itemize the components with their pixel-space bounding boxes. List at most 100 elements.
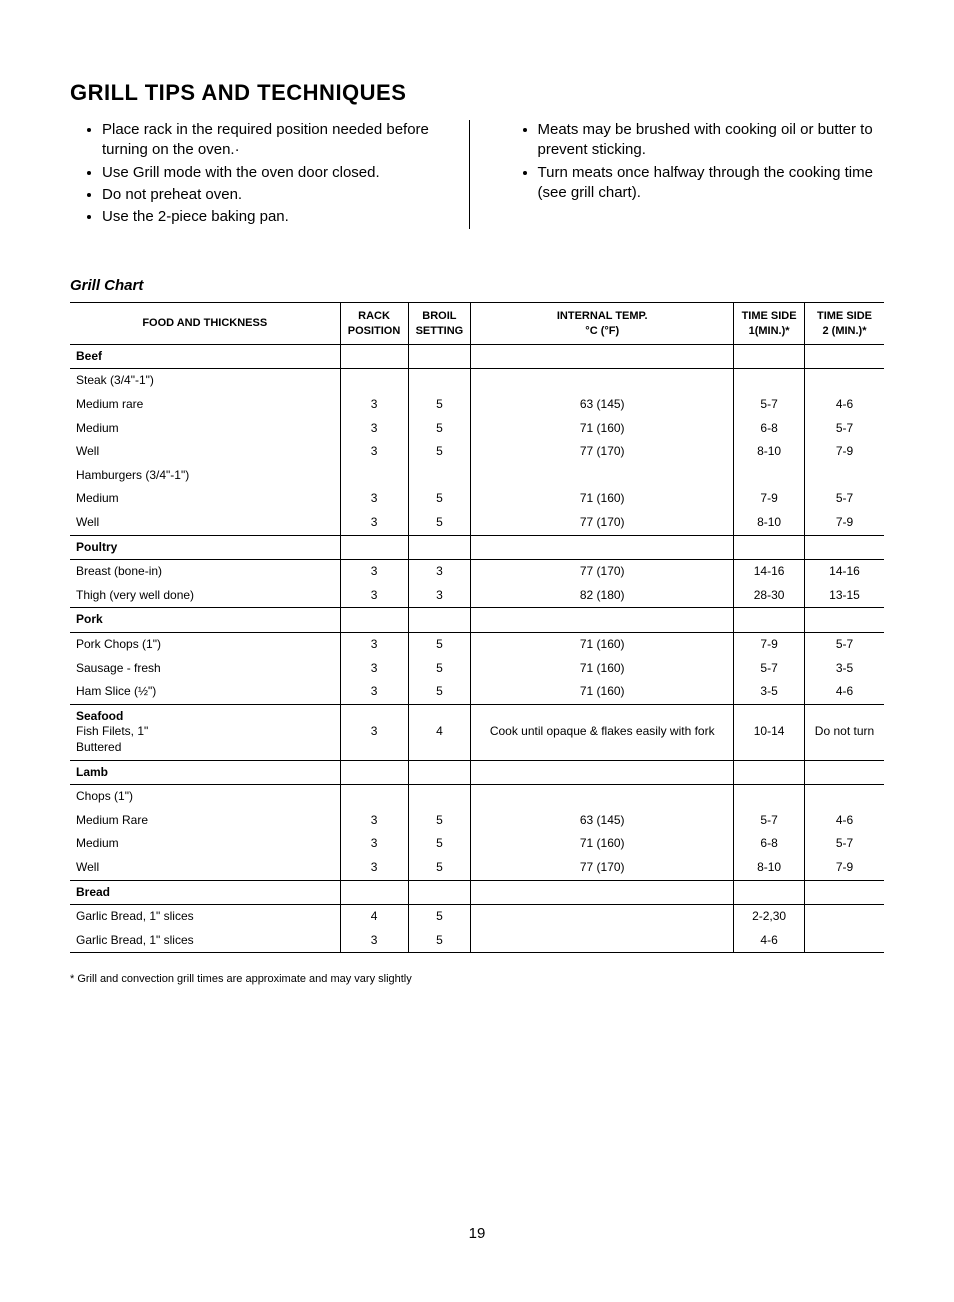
cell: 5-7 [804,832,884,856]
cell: 5 [408,657,471,681]
table-row: Thigh (very well done)3382 (180)28-3013-… [70,584,884,608]
table-body: BeefSteak (3/4"-1")Medium rare3563 (145)… [70,344,884,952]
table-row: Sausage - fresh3571 (160)5-73-5 [70,657,884,681]
column-header: BROILSETTING [408,303,471,345]
table-row: Chops (1") [70,785,884,809]
table-row: Medium rare3563 (145)5-74-6 [70,393,884,417]
table-row: Steak (3/4"-1") [70,369,884,393]
page-number: 19 [70,1225,884,1242]
grill-chart-table: FOOD AND THICKNESSRACKPOSITIONBROILSETTI… [70,302,884,953]
cell [734,608,805,633]
cell: 13-15 [804,584,884,608]
cell-food: SeafoodFish Filets, 1"Buttered [70,704,340,760]
cell [804,760,884,785]
cell [340,785,408,809]
cell-food: Poultry [70,535,340,560]
cell: 5 [408,440,471,464]
cell [804,369,884,393]
table-row: Ham Slice (½")3571 (160)3-54-6 [70,680,884,704]
cell: 3 [340,832,408,856]
cell-food: Beef [70,344,340,369]
page-title: GRILL TIPS AND TECHNIQUES [70,80,884,106]
table-row: Well3577 (170)8-107-9 [70,856,884,880]
cell: 5 [408,929,471,953]
cell [804,929,884,953]
tips-columns: Place rack in the required position need… [70,120,884,229]
cell [340,464,408,488]
cell: 7-9 [734,487,805,511]
cell: 8-10 [734,511,805,535]
cell-food: Well [70,440,340,464]
chart-heading: Grill Chart [70,277,884,294]
cell [408,344,471,369]
tip-item: Do not preheat oven. [102,185,449,205]
cell [734,880,805,905]
cell [471,760,734,785]
cell [340,344,408,369]
cell [804,785,884,809]
cell: 3-5 [804,657,884,681]
table-header: FOOD AND THICKNESSRACKPOSITIONBROILSETTI… [70,303,884,345]
cell: 3 [340,393,408,417]
cell: 77 (170) [471,856,734,880]
cell: 3 [340,511,408,535]
cell-food: Steak (3/4"-1") [70,369,340,393]
cell [408,785,471,809]
cell: 4 [408,704,471,760]
cell: 71 (160) [471,487,734,511]
cell: 71 (160) [471,657,734,681]
cell [340,535,408,560]
cell: 5-7 [734,393,805,417]
cell-food: Sausage - fresh [70,657,340,681]
table-row: Hamburgers (3/4"-1") [70,464,884,488]
cell [734,785,805,809]
cell: 5 [408,809,471,833]
cell: 77 (170) [471,560,734,584]
cell: 7-9 [804,856,884,880]
cell [734,535,805,560]
cell-food: Bread [70,880,340,905]
cell [471,369,734,393]
cell: 5 [408,511,471,535]
cell-food: Pork Chops (1") [70,632,340,656]
cell-food: Thigh (very well done) [70,584,340,608]
tips-list-right: Meats may be brushed with cooking oil or… [506,120,885,203]
table-row: Pork [70,608,884,633]
table-row: SeafoodFish Filets, 1"Buttered34Cook unt… [70,704,884,760]
cell: 3 [340,680,408,704]
cell-food: Medium [70,487,340,511]
cell: 10-14 [734,704,805,760]
cell: 3 [340,809,408,833]
cell: 14-16 [804,560,884,584]
table-row: Pork Chops (1")3571 (160)7-95-7 [70,632,884,656]
table-row: Medium3571 (160)6-85-7 [70,417,884,441]
cell: Cook until opaque & flakes easily with f… [471,704,734,760]
cell: 3 [340,487,408,511]
cell [734,464,805,488]
cell: 8-10 [734,440,805,464]
cell: 71 (160) [471,680,734,704]
cell: 4-6 [804,680,884,704]
cell [804,608,884,633]
tip-item: Use the 2-piece baking pan. [102,207,449,227]
footnote: * Grill and convection grill times are a… [70,973,884,985]
cell: 5 [408,487,471,511]
cell: 5 [408,417,471,441]
cell: 71 (160) [471,632,734,656]
table-row: Breast (bone-in)3377 (170)14-1614-16 [70,560,884,584]
cell: 3 [408,560,471,584]
cell: 5 [408,832,471,856]
table-row: Beef [70,344,884,369]
cell: 82 (180) [471,584,734,608]
cell [471,880,734,905]
cell: 3 [340,584,408,608]
cell [340,760,408,785]
cell: Do not turn [804,704,884,760]
column-header: TIME SIDE 2 (MIN.)* [804,303,884,345]
cell-food: Medium Rare [70,809,340,833]
cell: 77 (170) [471,511,734,535]
column-header: TIME SIDE 1(MIN.)* [734,303,805,345]
cell [408,464,471,488]
cell: 3 [340,856,408,880]
cell: 5 [408,680,471,704]
